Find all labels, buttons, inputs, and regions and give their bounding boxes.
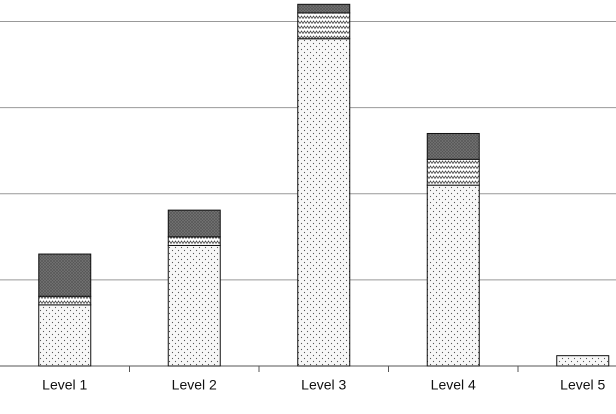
x-tick-label: Level 1 (42, 377, 87, 393)
bar-segment (297, 3, 351, 14)
bar-segment (167, 236, 221, 246)
x-tick-label: Level 5 (560, 377, 605, 393)
bar-segment (38, 295, 92, 306)
bar-segment (167, 209, 221, 238)
bar-segment (297, 38, 351, 367)
bar-segment (426, 158, 480, 186)
bar-segment (297, 12, 351, 40)
bar-segment (38, 253, 92, 297)
x-tick-label: Level 3 (301, 377, 346, 393)
bar-segment (426, 184, 480, 367)
bar-segment (38, 304, 92, 367)
bar-segment (167, 244, 221, 367)
x-tick-label: Level 4 (431, 377, 476, 393)
bar-segment (556, 355, 610, 367)
bar-segment (426, 132, 480, 160)
x-tick-label: Level 2 (172, 377, 217, 393)
